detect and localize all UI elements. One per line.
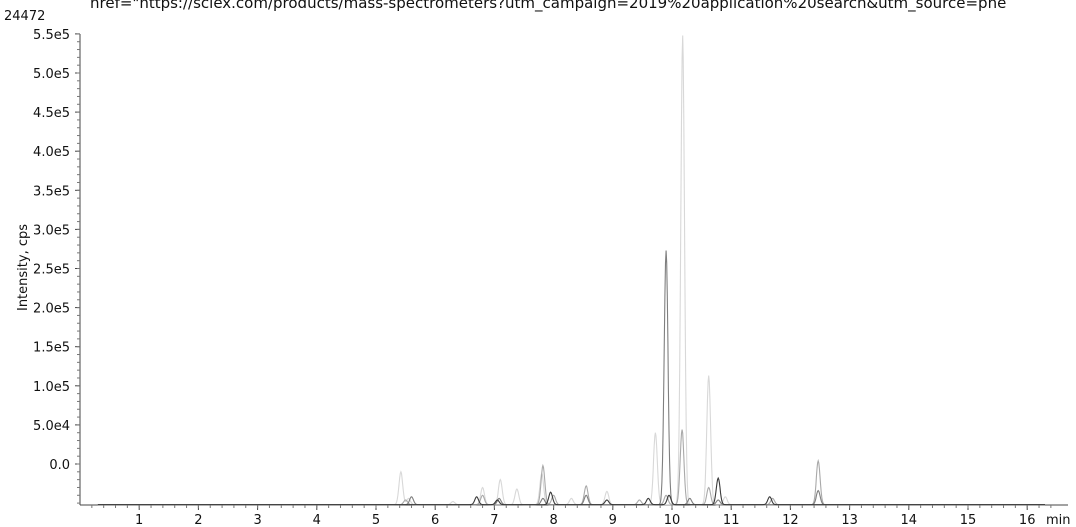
x-tick-label: 6 (431, 513, 439, 527)
x-tick-label: 7 (490, 513, 498, 527)
y-tick-label: 3.5e5 (33, 184, 70, 199)
x-tick-label: 2 (194, 513, 202, 527)
x-tick-label: 4 (313, 513, 321, 527)
x-tick-label: 3 (253, 513, 261, 527)
chromatogram-trace-3 (97, 250, 1045, 506)
axes (79, 34, 1068, 506)
x-tick-label: 1 (135, 513, 143, 527)
x-tick-label: 10 (664, 513, 681, 527)
x-tick-label: 9 (609, 513, 617, 527)
x-tick-label: 15 (960, 513, 977, 527)
x-tick-label: 8 (549, 513, 557, 527)
header-number: 24472 (4, 9, 46, 24)
x-tick-label: 14 (901, 513, 918, 527)
y-tick-label: 1.5e5 (33, 341, 70, 356)
x-tick-label: 12 (782, 513, 799, 527)
x-tick-label: 11 (723, 513, 740, 527)
series-group (97, 35, 1045, 506)
y-tick-label: 2.5e5 (33, 263, 70, 278)
chromatogram-trace-2 (97, 429, 1045, 506)
y-tick-label: 4.5e5 (33, 106, 70, 121)
ticks-group: 0.0 5.0e4 1.0e5 1.5e5 2.0e5 2.5e5 3.0e5 3.5e5 4.… (33, 28, 1070, 527)
chromatogram-trace-1 (97, 35, 1045, 506)
y-tick-label: 3.0e5 (33, 223, 70, 238)
y-tick-label: 0.0 (49, 458, 70, 473)
header-url-text: href="https://sciex.com/products/mass-sp… (90, 0, 1007, 12)
y-tick-label: 5.0e4 (33, 419, 70, 434)
x-tick-label: 16 (1019, 513, 1036, 527)
y-tick-label: 2.0e5 (33, 302, 70, 317)
y-tick-label: 5.5e5 (33, 28, 70, 43)
x-tick-label: 5 (372, 513, 380, 527)
y-tick-label: 4.0e5 (33, 145, 70, 160)
x-axis-unit-label: min (1046, 513, 1071, 527)
y-tick-label: 5.0e5 (33, 67, 70, 82)
chromatogram-trace-4 (97, 476, 1045, 506)
x-tick-label: 13 (841, 513, 858, 527)
y-tick-label: 1.0e5 (33, 380, 70, 395)
